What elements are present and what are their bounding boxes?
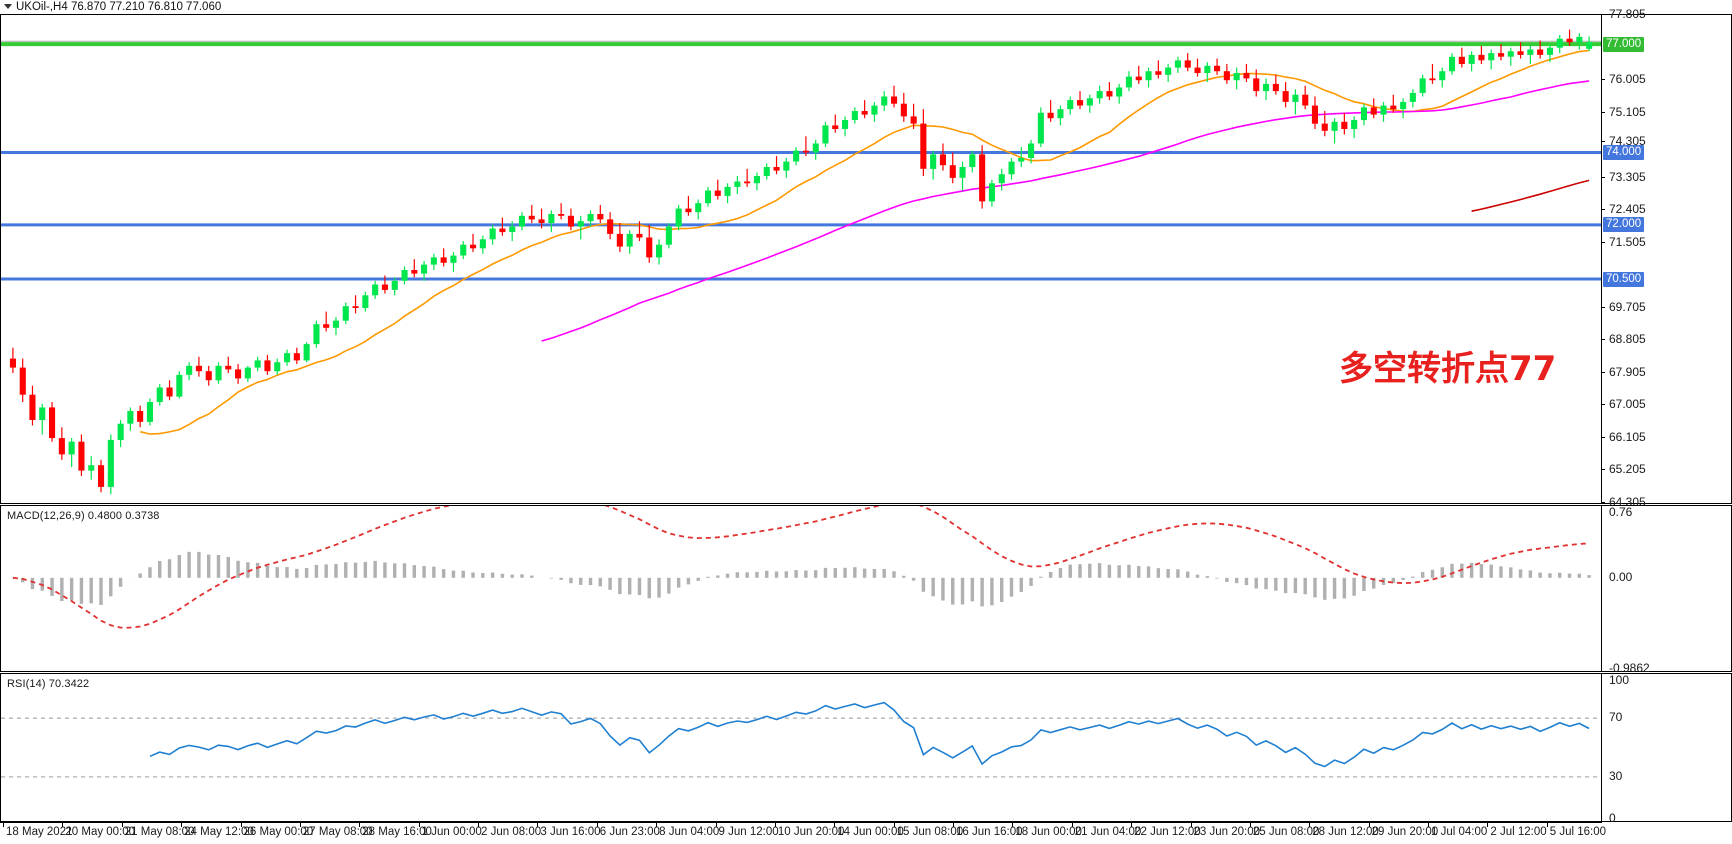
price-tag-72[interactable]: 72.000 [1603, 217, 1645, 233]
time-tick [1309, 823, 1311, 827]
time-tick [240, 823, 242, 827]
price-tick-label: 69.705 [1609, 299, 1646, 314]
price-tick-label: 67.005 [1609, 397, 1646, 412]
time-tick-label: 14 Jun 00:00 [837, 826, 904, 838]
time-tick [1012, 823, 1014, 827]
price-tag-current[interactable]: 77.000 [1603, 36, 1645, 52]
time-tick-label: 15 Jun 08:00 [896, 826, 964, 838]
price-tick-label: 65.205 [1609, 462, 1646, 477]
time-tick-label: 26 May 00:00 [243, 826, 314, 838]
price-tick-label: 68.805 [1609, 332, 1646, 347]
time-tick [299, 823, 301, 827]
time-tick [1071, 823, 1073, 827]
time-tick-label: 18 Jun 00:00 [1015, 826, 1082, 838]
time-tick-label: 1 Jun 00:00 [421, 826, 482, 838]
time-tick [359, 823, 361, 827]
price-tick-label: 74.305 [1609, 133, 1646, 148]
triangle-down-icon[interactable] [4, 4, 12, 9]
time-tick [1368, 823, 1370, 827]
price-tick-label: 67.905 [1609, 364, 1646, 379]
time-tick [62, 823, 64, 827]
time-tick [774, 823, 776, 827]
price-tick-label: 75.105 [1609, 104, 1646, 119]
macd-tick-label: -0.9862 [1609, 661, 1650, 675]
price-tick-label: 73.305 [1609, 169, 1646, 184]
price-tick-label: 77.805 [1609, 7, 1646, 21]
time-tick-label: 2 Jun 08:00 [481, 826, 542, 838]
time-tick [1190, 823, 1192, 827]
rsi-tick-label: 70 [1609, 710, 1623, 725]
time-tick-label: 9 Jun 12:00 [718, 826, 779, 838]
rsi-label: RSI(14) 70.3422 [7, 678, 90, 690]
price-axis[interactable]: 77.805 76.005 75.105 74.305 73.305 72.405 71.5… [1601, 7, 1731, 509]
rsi-tick-label: 0 [1609, 811, 1616, 825]
time-tick-label: 6 Jun 23:00 [599, 826, 660, 838]
time-tick [121, 823, 123, 827]
time-tick [953, 823, 954, 827]
time-tick-label: 22 Jun 12:00 [1134, 826, 1201, 838]
time-tick-label: 2 Jul 12:00 [1490, 826, 1547, 838]
price-tick-label: 76.005 [1609, 72, 1646, 87]
time-tick [181, 823, 183, 827]
rsi-axis[interactable]: 100 70 30 0 [1601, 673, 1731, 825]
price-chart-canvas: 多空转折点77 [1, 29, 1601, 495]
time-tick [656, 823, 658, 827]
time-tick-label: 25 Jun 08:00 [1252, 826, 1320, 838]
time-tick-label: 28 Jun 12:00 [1312, 826, 1379, 838]
chart-header: UKOil-,H4 76.870 77.210 76.810 77.060 [0, 0, 1732, 14]
symbol-ohlc-label: UKOil-,H4 76.870 77.210 76.810 77.060 [16, 1, 222, 13]
rsi-tick-label: 30 [1609, 768, 1623, 783]
macd-chart-canvas [12, 506, 1591, 629]
time-tick-label: 5 Jul 16:00 [1549, 826, 1607, 838]
time-tick [1428, 823, 1429, 827]
time-tick [1131, 823, 1133, 827]
chart-annotation: 多空转折点77 [1339, 349, 1556, 389]
time-tick [3, 823, 4, 827]
macd-tick-label: 0.00 [1609, 569, 1633, 584]
time-tick [596, 823, 598, 827]
time-tick-label: 24 May 12:00 [184, 826, 254, 838]
time-tick [478, 823, 479, 827]
time-tick-label: 27 May 08:00 [302, 826, 373, 838]
time-tick [715, 823, 717, 827]
time-tick-label: 20 May 00:00 [65, 826, 136, 838]
time-tick-label: 21 Jun 04:00 [1074, 826, 1142, 838]
price-tick-label: 71.505 [1609, 234, 1646, 249]
time-tick [1249, 823, 1251, 827]
time-tick-label: 18 May 2021 [6, 826, 73, 838]
time-tick-label: 29 Jun 20:00 [1371, 826, 1439, 838]
time-tick [893, 823, 895, 827]
price-tag-705[interactable]: 70.500 [1603, 271, 1645, 287]
time-tick-label: 21 May 08:00 [124, 826, 195, 838]
time-tick [834, 823, 836, 827]
time-tick-label: 10 Jun 20:00 [777, 826, 845, 838]
time-axis[interactable]: 18 May 2021 20 May 00:00 21 May 08:00 24 Ma… [0, 822, 1606, 844]
price-tag-74[interactable]: 74.000 [1603, 145, 1645, 161]
macd-tick-label: 0.76 [1609, 505, 1633, 519]
time-tick [1546, 823, 1548, 827]
time-tick-label: 28 May 16:00 [362, 826, 432, 838]
time-tick-label: 8 Jun 04:00 [659, 826, 720, 838]
time-tick-label: 1 Jul 04:00 [1431, 826, 1488, 838]
price-panel[interactable]: 多空转折点77 77.805 76.005 75.105 74.305 73.305 72… [0, 7, 1732, 509]
macd-label: MACD(12,26,9) 0.4800 0.3738 [7, 510, 160, 522]
rsi-tick-label: 100 [1609, 673, 1630, 687]
macd-panel[interactable]: MACD(12,26,9) 0.4800 0.3738 0.76 0.00 -0.9… [0, 505, 1732, 675]
time-tick-label: 23 Jun 20:00 [1193, 826, 1261, 838]
time-tick [418, 823, 420, 827]
time-tick [537, 823, 539, 827]
price-tick-label: 72.405 [1609, 202, 1646, 217]
time-tick-label: 16 Jun 16:00 [956, 826, 1023, 838]
time-tick-label: 3 Jun 16:00 [540, 826, 601, 838]
macd-axis[interactable]: 0.76 0.00 -0.9862 [1601, 505, 1731, 675]
price-tick-label: 66.105 [1609, 429, 1646, 444]
time-tick [1487, 823, 1489, 827]
rsi-chart-canvas [1, 701, 1601, 778]
rsi-panel[interactable]: RSI(14) 70.3422 100 70 30 0 [0, 673, 1732, 825]
